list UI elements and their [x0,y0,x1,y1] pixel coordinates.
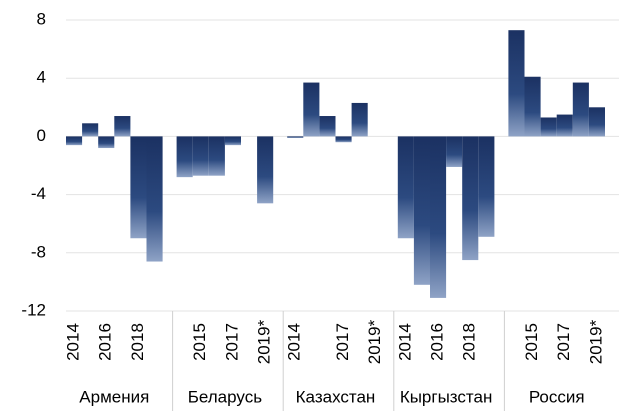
bar [430,136,447,298]
bar [98,136,115,149]
x-tick-label: 2017 [333,323,352,361]
y-tick-label: -12 [21,300,46,319]
bar [66,136,83,146]
x-tick-label: 2014 [64,323,83,361]
group-label: Кыргызстан [400,387,493,406]
group-label: Казахстан [296,387,376,406]
x-tick-label: 2019* [255,319,274,364]
bar [572,82,589,137]
bar [176,136,193,178]
bar [208,136,225,176]
bar [351,102,368,137]
group-label: Армения [79,387,149,406]
bar [508,30,525,137]
bar [257,136,274,204]
bar [397,136,414,239]
bar [114,116,131,137]
bar [146,136,163,262]
bar [287,136,304,138]
x-tick-label: 2015 [522,323,541,361]
x-tick-label: 2019* [586,319,605,364]
bar [413,136,430,285]
bar [224,136,241,146]
bar [588,107,605,137]
x-tick-label: 2014 [395,323,414,361]
x-tick-label: 2016 [428,323,447,361]
bar [540,117,557,137]
bar [192,136,209,176]
bar [319,116,336,137]
bar [130,136,147,239]
x-tick-label: 2017 [222,323,241,361]
x-tick-label: 2017 [554,323,573,361]
x-tick-label: 2014 [285,323,304,361]
bar [462,136,479,261]
group-label: Беларусь [188,387,262,406]
x-tick-label: 2018 [128,323,147,361]
y-tick-label: 8 [37,9,46,28]
bar [303,82,320,137]
y-tick-label: -8 [31,242,46,261]
bar [556,114,573,137]
x-tick-label: 2018 [460,323,479,361]
bar [446,136,463,167]
bar [82,123,99,137]
x-tick-label: 2016 [96,323,115,361]
bar [478,136,495,237]
bar [524,76,541,137]
x-tick-label: 2019* [365,319,384,364]
x-tick-label: 2015 [190,323,209,361]
group-label: Россия [529,387,585,406]
bar [335,136,352,143]
y-tick-label: -4 [31,184,46,203]
y-tick-label: 0 [37,126,46,145]
y-tick-label: 4 [37,68,46,87]
